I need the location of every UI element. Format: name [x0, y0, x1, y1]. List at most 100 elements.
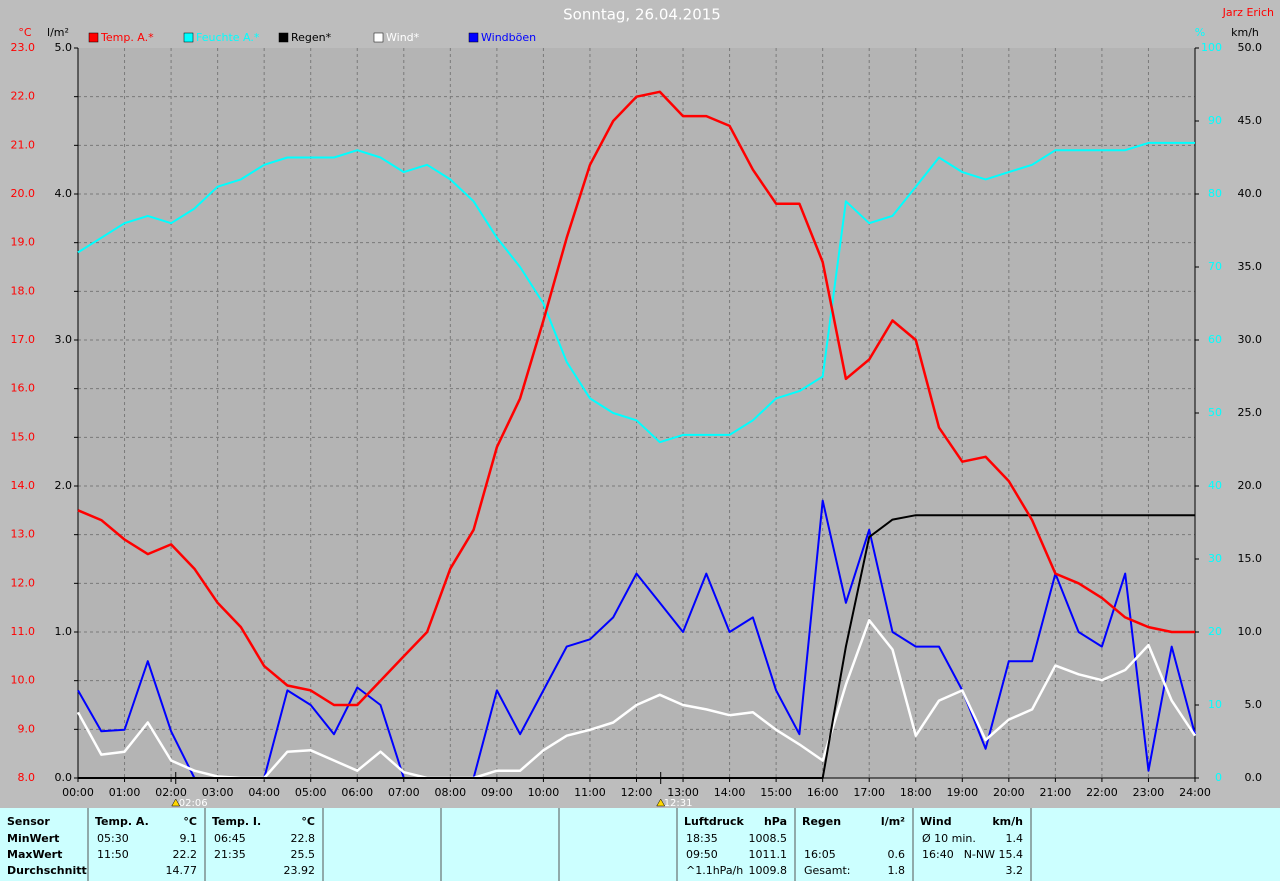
cell-time: 11:50 — [97, 848, 129, 861]
chart-title: Sonntag, 26.04.2015 — [563, 6, 721, 24]
cell-time: 16:40 — [922, 848, 954, 861]
y-tick-label: 20.0 — [11, 187, 36, 200]
cell-value: 1011.1 — [749, 848, 788, 861]
x-tick-label: 09:00 — [481, 786, 513, 799]
stats-table: Sensor MinWert MaxWert Durchschnitt Temp. A.… — [7, 808, 1032, 881]
x-tick-label: 22:00 — [1086, 786, 1118, 799]
cell-value: 9.1 — [180, 832, 198, 845]
panel-title: Luftdruck — [684, 815, 745, 828]
x-tick-label: 05:00 — [295, 786, 327, 799]
row-label: Sensor — [7, 815, 50, 828]
panel-title: Temp. A. — [95, 815, 149, 828]
y-tick-label: 25.0 — [1238, 406, 1263, 419]
y-tick-label: 15.0 — [1238, 552, 1263, 565]
y-tick-label: 4.0 — [55, 187, 73, 200]
cell-value: 3.2 — [1006, 864, 1024, 877]
row-label: Durchschnitt — [7, 864, 87, 877]
legend-swatch — [278, 32, 289, 43]
y-tick-label: 3.0 — [55, 333, 73, 346]
x-tick-label: 23:00 — [1133, 786, 1165, 799]
cell-value: 1008.5 — [749, 832, 788, 845]
x-tick-label: 01:00 — [109, 786, 141, 799]
legend-swatch — [373, 32, 384, 43]
y-tick-label: 11.0 — [11, 625, 36, 638]
y-tick-label: 15.0 — [11, 430, 36, 443]
y-tick-label: 40.0 — [1238, 187, 1263, 200]
x-tick-label: 14:00 — [714, 786, 746, 799]
x-tick-label: 00:00 — [62, 786, 94, 799]
stats-panel — [0, 808, 1280, 881]
y-tick-label: 35.0 — [1238, 260, 1263, 273]
x-tick-label: 20:00 — [993, 786, 1025, 799]
y-tick-label: 13.0 — [11, 528, 36, 541]
cell-time: Gesamt: — [804, 864, 851, 877]
y-tick-label: 1.0 — [55, 625, 73, 638]
x-tick-label: 10:00 — [528, 786, 560, 799]
y-tick-label: 5.0 — [1245, 698, 1263, 711]
cell-time: 09:50 — [686, 848, 718, 861]
y-tick-label: 19.0 — [11, 236, 36, 249]
annotation-label: 12:31 — [664, 798, 693, 809]
y-tick-label: 10 — [1208, 698, 1222, 711]
cell-value: 22.2 — [173, 848, 198, 861]
cell-time: 18:35 — [686, 832, 718, 845]
y-tick-label: 14.0 — [11, 479, 36, 492]
x-tick-label: 03:00 — [202, 786, 234, 799]
x-tick-label: 11:00 — [574, 786, 606, 799]
x-tick-label: 16:00 — [807, 786, 839, 799]
x-tick-label: 07:00 — [388, 786, 420, 799]
series-line — [77, 90, 1195, 707]
x-tick-label: 15:00 — [760, 786, 792, 799]
y-tick-label: 23.0 — [11, 41, 36, 54]
panel-title: Regen — [802, 815, 841, 828]
annotation-label: 02:06 — [179, 798, 208, 809]
cell-value: 1009.8 — [749, 864, 788, 877]
y-tick-label: 40 — [1208, 479, 1222, 492]
cell-time: 06:45 — [214, 832, 246, 845]
cell-value: 25.5 — [291, 848, 316, 861]
x-tick-label: 13:00 — [667, 786, 699, 799]
legend-swatch — [183, 32, 194, 43]
x-tick-label: 24:00 — [1179, 786, 1211, 799]
cell-value: 22.8 — [291, 832, 316, 845]
cell-value: 1.4 — [1006, 832, 1024, 845]
y-tick-label: 30.0 — [1238, 333, 1263, 346]
legend-swatch — [88, 32, 99, 43]
x-tick-label: 19:00 — [946, 786, 978, 799]
series-line — [78, 514, 1195, 779]
y-axis-unit: °C — [18, 26, 32, 39]
legend-label: Windböen — [481, 31, 536, 44]
y-tick-label: 45.0 — [1238, 114, 1263, 127]
y-tick-label: 50 — [1208, 406, 1222, 419]
y-tick-label: 10.0 — [1238, 625, 1263, 638]
y-tick-label: 22.0 — [11, 90, 36, 103]
y-tick-label: 90 — [1208, 114, 1222, 127]
cell-time: 16:05 — [804, 848, 836, 861]
x-tick-label: 08:00 — [434, 786, 466, 799]
y-axis-unit: % — [1195, 26, 1205, 39]
cell-value: 0.6 — [888, 848, 906, 861]
x-tick-label: 21:00 — [1040, 786, 1072, 799]
y-tick-label: 30 — [1208, 552, 1222, 565]
legend-label: Temp. A.* — [100, 31, 154, 44]
legend-label: Feuchte A.* — [196, 31, 260, 44]
y-tick-label: 0 — [1215, 771, 1222, 784]
y-tick-label: 100 — [1201, 41, 1222, 54]
y-tick-label: 5.0 — [55, 41, 73, 54]
y-tick-label: 20.0 — [1238, 479, 1263, 492]
panel-unit: °C — [183, 815, 197, 828]
sun-icon — [656, 798, 666, 807]
cell-value: 23.92 — [284, 864, 316, 877]
row-label: MinWert — [7, 832, 59, 845]
legend-label: Wind* — [386, 31, 420, 44]
y-tick-label: 10.0 — [11, 674, 36, 687]
y-tick-label: 9.0 — [18, 722, 36, 735]
panel-unit: km/h — [992, 815, 1023, 828]
x-tick-label: 18:00 — [900, 786, 932, 799]
legend-label: Regen* — [291, 31, 332, 44]
panel-title: Temp. I. — [212, 815, 261, 828]
y-tick-label: 2.0 — [55, 479, 73, 492]
series-line — [77, 141, 1195, 444]
